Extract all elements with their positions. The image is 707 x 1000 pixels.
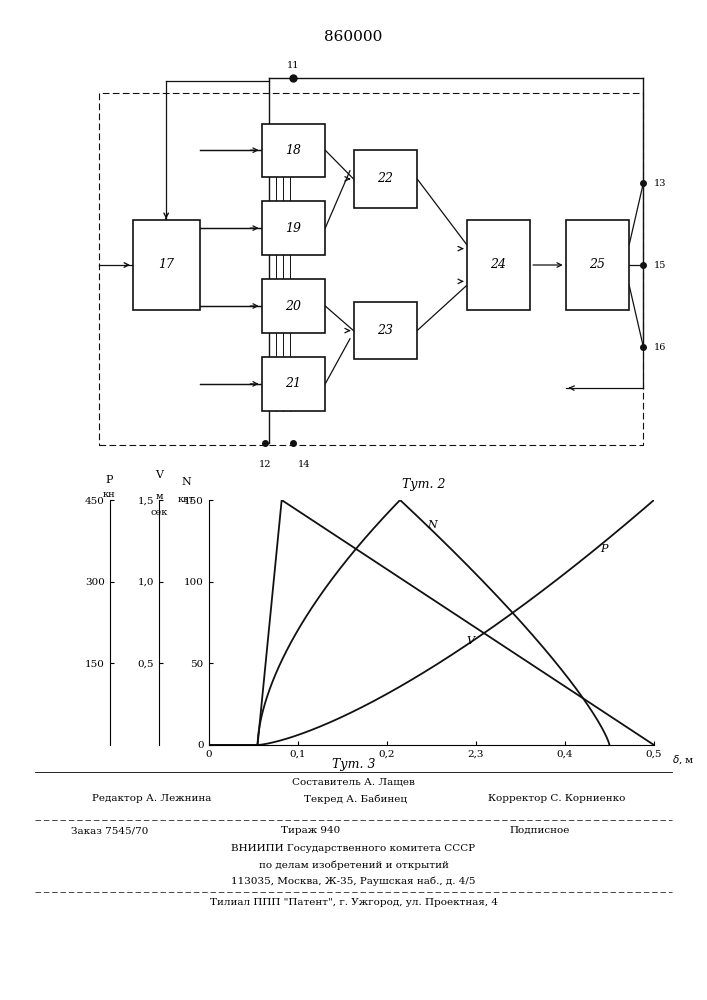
Bar (133, 220, 199, 310)
Text: 16: 16 (654, 342, 667, 352)
Bar (262, 357, 325, 411)
Text: 12: 12 (259, 460, 271, 469)
Text: 113035, Москва, Ж-35, Раушская наб., д. 4/5: 113035, Москва, Ж-35, Раушская наб., д. … (231, 876, 476, 886)
Text: 860000: 860000 (325, 30, 382, 44)
Text: 23: 23 (378, 324, 393, 337)
Text: кн: кн (103, 490, 116, 499)
Text: 19: 19 (286, 222, 301, 235)
Text: 22: 22 (378, 172, 393, 185)
Text: V: V (155, 470, 163, 480)
Text: 14: 14 (298, 460, 310, 469)
Text: 20: 20 (286, 300, 301, 312)
Text: P: P (600, 544, 608, 554)
Text: ВНИИПИ Государственного комитета СССР: ВНИИПИ Государственного комитета СССР (231, 844, 476, 853)
Text: Τилиал ППП "Патент", г. Ужгород, ул. Проектная, 4: Τилиал ППП "Патент", г. Ужгород, ул. Про… (209, 898, 498, 907)
Bar (262, 201, 325, 255)
Text: Составитель А. Лащев: Составитель А. Лащев (292, 777, 415, 786)
Text: Τут. 2: Τут. 2 (402, 478, 446, 491)
Bar (262, 279, 325, 333)
Bar (467, 220, 530, 310)
Text: квт: квт (178, 495, 194, 504)
Text: 24: 24 (491, 258, 506, 271)
Text: Редактор А. Лежнина: Редактор А. Лежнина (92, 794, 211, 803)
Bar (262, 124, 325, 177)
Text: 21: 21 (286, 377, 301, 390)
Text: Τут. 3: Τут. 3 (332, 758, 375, 771)
Text: 15: 15 (654, 260, 667, 269)
Text: 11: 11 (287, 61, 300, 70)
Text: сек: сек (151, 508, 168, 517)
Text: 13: 13 (654, 178, 667, 188)
Text: Корректор С. Корниенко: Корректор С. Корниенко (488, 794, 625, 803)
Text: Тираж 940: Тираж 940 (281, 826, 341, 835)
Text: 17: 17 (158, 258, 174, 271)
Text: по делам изобретений и открытий: по делам изобретений и открытий (259, 860, 448, 870)
Text: Подписное: Подписное (509, 826, 569, 835)
Text: Текред А. Бабинец: Текред А. Бабинец (304, 794, 407, 804)
Bar (354, 150, 417, 208)
Text: P: P (105, 475, 113, 485)
Text: 18: 18 (286, 144, 301, 157)
Text: Заказ 7545/70: Заказ 7545/70 (71, 826, 148, 835)
Text: м: м (155, 492, 163, 501)
Bar (99, 93, 643, 445)
Text: 25: 25 (590, 258, 605, 271)
Text: V: V (467, 636, 475, 646)
Text: $\delta$, м: $\delta$, м (672, 753, 694, 766)
Text: N: N (427, 520, 436, 530)
Text: N: N (182, 477, 191, 487)
Bar (354, 302, 417, 359)
Bar (566, 220, 629, 310)
